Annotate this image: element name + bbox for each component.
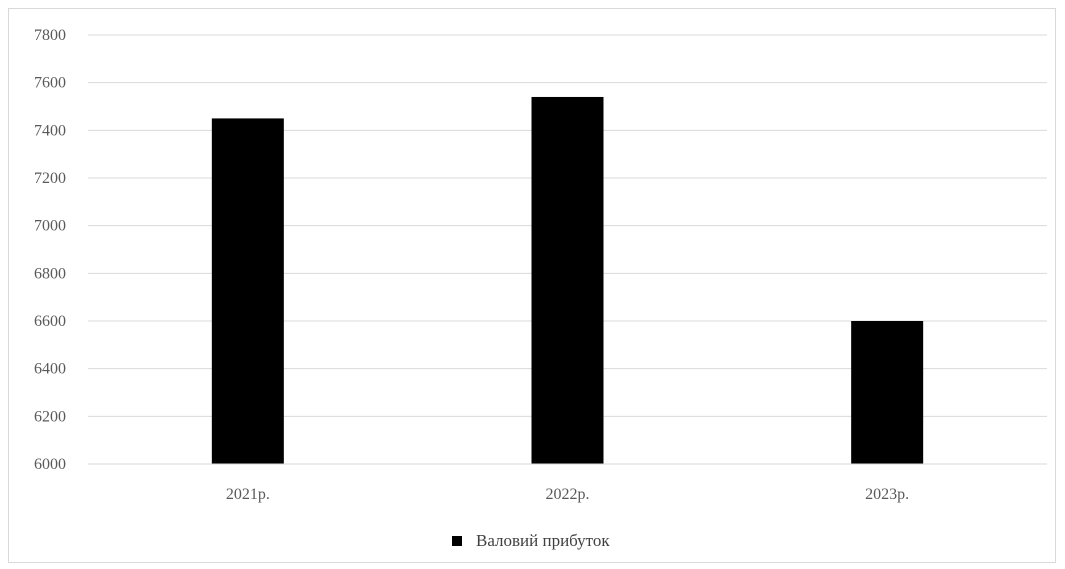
y-tick-label: 7000 [34, 218, 66, 235]
y-tick-label: 7800 [34, 27, 66, 44]
legend: Валовий прибуток [452, 530, 610, 552]
y-tick-label: 6200 [34, 408, 66, 425]
y-tick-label: 7200 [34, 170, 66, 187]
y-tick-label: 6600 [34, 313, 66, 330]
x-axis-tick-labels: 2021р. 2022р. 2023р. [226, 486, 909, 503]
x-tick-label: 2023р. [865, 486, 909, 503]
y-tick-label: 6400 [34, 361, 66, 378]
legend-label: Валовий прибуток [476, 531, 610, 550]
x-tick-label: 2022р. [546, 486, 590, 503]
y-tick-label: 7600 [34, 75, 66, 92]
x-tick-label: 2021р. [226, 486, 270, 503]
y-tick-label: 6800 [34, 265, 66, 282]
y-tick-label: 6000 [34, 456, 66, 473]
y-tick-label: 7400 [34, 122, 66, 139]
legend-swatch [452, 536, 462, 546]
bars [211, 96, 924, 465]
bar-2023р. [851, 321, 924, 464]
y-axis-tick-labels: 6000 6200 6400 6600 6800 7000 7200 7400 7600 7800 [34, 27, 66, 473]
bar-2022р. [531, 96, 604, 464]
bar-2021р. [211, 118, 284, 465]
